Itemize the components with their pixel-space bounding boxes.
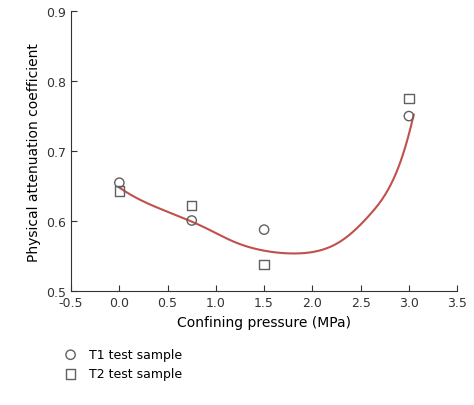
T2 test sample xyxy=(116,188,123,195)
X-axis label: Confining pressure (MPa): Confining pressure (MPa) xyxy=(177,315,351,329)
T1 test sample xyxy=(260,227,268,233)
Legend: T1 test sample, T2 test sample: T1 test sample, T2 test sample xyxy=(58,348,182,380)
T2 test sample xyxy=(188,203,195,209)
T1 test sample xyxy=(188,218,195,224)
T1 test sample xyxy=(405,113,413,120)
T2 test sample xyxy=(260,262,268,268)
T1 test sample xyxy=(116,180,123,186)
T2 test sample xyxy=(405,96,413,102)
Y-axis label: Physical attenuation coefficient: Physical attenuation coefficient xyxy=(27,43,41,261)
